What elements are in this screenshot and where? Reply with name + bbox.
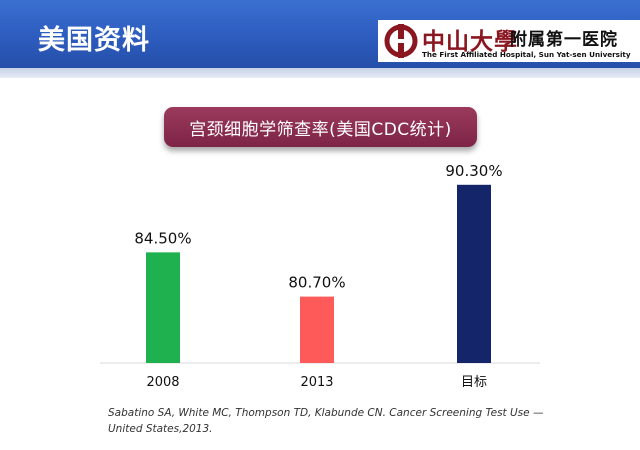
chart-title: 宫颈细胞学筛查率(美国CDC统计) (164, 107, 477, 147)
header-divider (0, 68, 640, 78)
hospital-logo: 中山大學 附属第一医院 The First Affiliated Hospita… (378, 20, 640, 62)
logo-name-cn: 中山大學 (422, 28, 518, 55)
x-tick-label: 2008 (146, 375, 179, 390)
bar-value-label: 84.50% (134, 229, 191, 247)
logo-name-en: The First Affiliated Hospital, Sun Yat-s… (422, 50, 631, 59)
page-title: 美国资料 (38, 25, 150, 56)
header-bar: 美国资料 中山大學 附属第一医院 The First Affiliated Ho… (0, 0, 640, 68)
university-emblem-icon (384, 24, 418, 58)
bar-1 (300, 296, 334, 363)
x-tick-label: 2013 (300, 375, 333, 390)
bar-0 (146, 252, 180, 363)
bar-value-label: 80.70% (288, 274, 345, 292)
bar-value-label: 90.30% (445, 162, 502, 180)
x-tick-label: 目标 (461, 375, 487, 390)
logo-subtitle: 附属第一医院 (510, 30, 618, 50)
citation-text: Sabatino SA, White MC, Thompson TD, Klab… (108, 407, 544, 435)
bar-2 (457, 184, 491, 363)
